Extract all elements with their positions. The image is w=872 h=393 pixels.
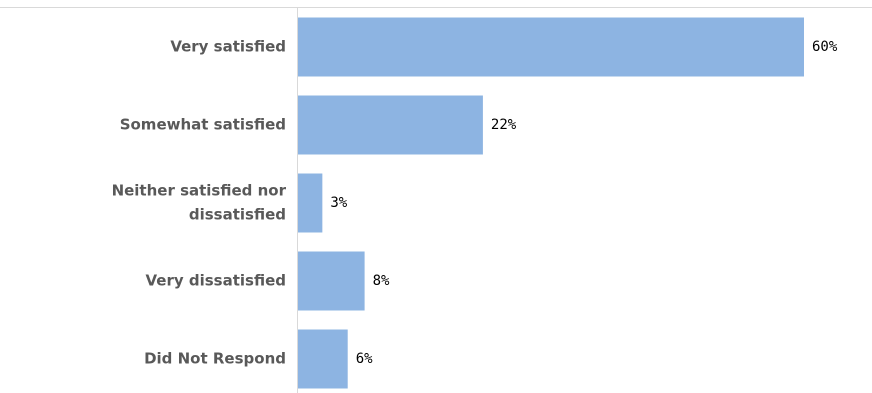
data-label: 22% (491, 117, 517, 133)
bar (298, 173, 323, 233)
category-label: Very satisfied (170, 38, 286, 56)
category-label: Very dissatisfied (146, 272, 287, 290)
data-label: 8% (373, 273, 390, 289)
bar (298, 329, 348, 389)
data-label: 3% (330, 195, 347, 211)
category-label: dissatisfied (189, 206, 286, 224)
category-label: Somewhat satisfied (120, 116, 286, 134)
bar (298, 251, 365, 311)
category-labels-group: Very satisfied Somewhat satisfied Neither … (112, 38, 287, 368)
bars-group (298, 17, 804, 389)
data-label: 6% (356, 351, 373, 367)
category-label: Did Not Respond (144, 350, 286, 368)
data-label: 60% (812, 39, 838, 55)
bar (298, 17, 804, 77)
data-labels-group: 60% 22% 3% 8% 6% (330, 39, 838, 367)
category-label: Neither satisfied nor (112, 182, 287, 200)
bar (298, 95, 483, 155)
